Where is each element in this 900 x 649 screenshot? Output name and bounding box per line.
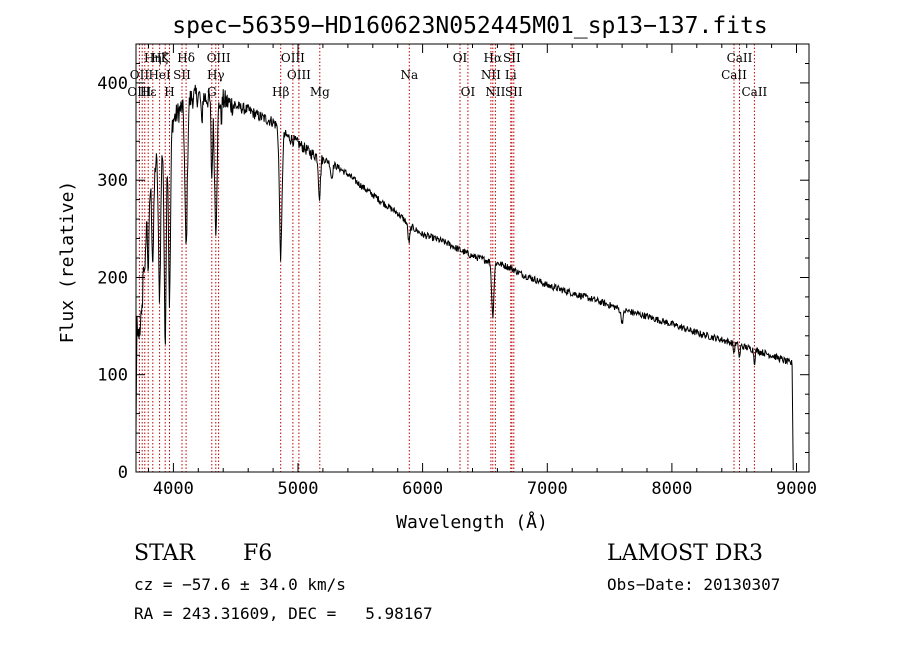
line-label: Mg	[310, 85, 330, 99]
line-label: SII	[503, 51, 521, 65]
object-class: STAR	[134, 541, 196, 566]
line-label: OI	[453, 51, 468, 65]
line-label: OI	[461, 85, 476, 99]
line-label: NII	[481, 68, 501, 82]
line-label: K	[161, 51, 171, 65]
line-label: Na	[400, 68, 418, 82]
x-tick-label: 7000	[527, 479, 568, 499]
object-subclass: F6	[243, 541, 272, 566]
line-label: Li	[505, 68, 517, 82]
line-label: OIII	[287, 68, 311, 82]
survey-name: LAMOST DR3	[607, 541, 763, 566]
line-label: Hγ	[207, 68, 225, 82]
spectral-line-markers	[138, 44, 755, 472]
x-tick-label: 6000	[402, 479, 443, 499]
x-tick-label: 5000	[278, 479, 319, 499]
x-axis-label: Wavelength (Å)	[396, 511, 548, 533]
line-label: OIII	[207, 51, 231, 65]
line-label: SII	[505, 85, 523, 99]
line-label: G	[207, 85, 217, 99]
line-label: Hβ	[272, 85, 289, 99]
y-tick-label: 100	[97, 366, 128, 386]
spectrum-line	[135, 84, 794, 471]
line-label: NII	[485, 85, 505, 99]
x-tick-label: 4000	[153, 479, 194, 499]
y-axis-ticks: 0 100 200 300 400	[97, 43, 809, 483]
line-label: Hζ	[151, 51, 168, 65]
y-axis-label: Flux (relative)	[57, 181, 78, 344]
y-tick-label: 400	[97, 74, 128, 94]
x-axis-ticks: 4000 5000 6000 7000 8000 9000	[148, 44, 817, 499]
observation-date: Obs−Date: 20130307	[607, 575, 780, 594]
line-label: Hδ	[177, 51, 195, 65]
x-tick-label: 8000	[651, 479, 692, 499]
redshift-value: cz = −57.6 ± 34.0 km/s	[134, 575, 346, 594]
line-label: Hε	[140, 85, 157, 99]
y-tick-label: 200	[97, 269, 128, 289]
line-label: Hη	[144, 51, 162, 65]
y-tick-label: 300	[97, 171, 128, 191]
line-label: CaII	[741, 85, 767, 99]
line-label: CaII	[727, 51, 753, 65]
line-label: HeI	[148, 68, 171, 82]
line-label: OII	[130, 68, 150, 82]
x-tick-label: 9000	[776, 479, 817, 499]
line-label: H	[164, 85, 174, 99]
line-label: OIII	[281, 51, 305, 65]
coordinates: RA = 243.31609, DEC = 5.98167	[134, 604, 433, 623]
y-tick-label: 0	[118, 463, 128, 483]
plot-frame	[135, 43, 810, 473]
line-label: SII	[173, 68, 191, 82]
chart-title: spec−56359−HD160623N052445M01_sp13−137.f…	[172, 13, 767, 39]
line-label: Hα	[484, 51, 503, 65]
line-label: OIII	[127, 85, 151, 99]
line-label: CaII	[721, 68, 747, 82]
